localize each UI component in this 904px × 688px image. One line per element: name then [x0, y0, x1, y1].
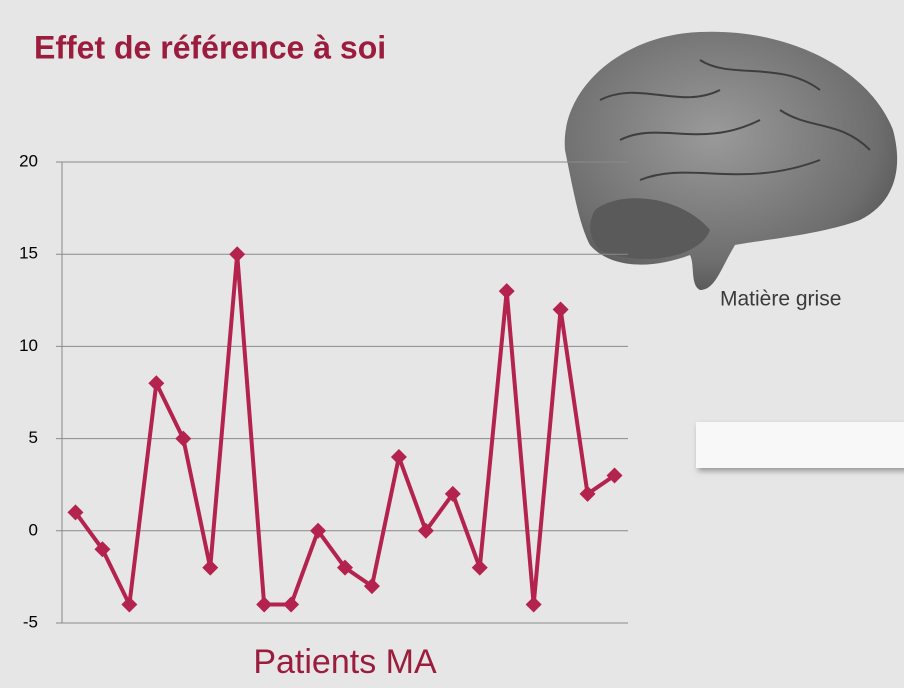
data-point — [94, 541, 111, 558]
data-point — [417, 522, 434, 539]
panel — [696, 422, 904, 468]
data-point — [606, 467, 623, 484]
data-point — [579, 485, 596, 502]
data-point — [148, 375, 165, 392]
annotation: Matière grise — [720, 288, 841, 311]
y-tick-label: 10 — [19, 336, 38, 355]
data-point — [310, 522, 327, 539]
data-point — [175, 430, 192, 447]
data-point — [390, 449, 407, 466]
data-point — [525, 596, 542, 613]
data-point — [256, 596, 273, 613]
data-point — [283, 596, 300, 613]
y-tick-label: 0 — [29, 520, 38, 539]
data-point — [498, 283, 515, 300]
data-point — [229, 246, 246, 263]
chart-title: Effet de référence à soi — [34, 29, 386, 65]
data-point — [121, 596, 138, 613]
data-point — [67, 504, 84, 521]
y-tick-label: -5 — [23, 612, 38, 631]
data-point — [337, 559, 353, 576]
series-line — [73, 252, 616, 607]
data-point — [444, 485, 461, 502]
y-tick-label: 5 — [29, 428, 38, 447]
x-axis-label: Patients MA — [253, 643, 437, 681]
data-point — [471, 559, 488, 576]
data-point — [363, 578, 380, 595]
brain-image — [564, 31, 898, 290]
data-point — [552, 301, 569, 318]
y-tick-label: 20 — [19, 151, 38, 170]
y-tick-label: 15 — [19, 244, 38, 263]
data-point — [202, 559, 219, 576]
